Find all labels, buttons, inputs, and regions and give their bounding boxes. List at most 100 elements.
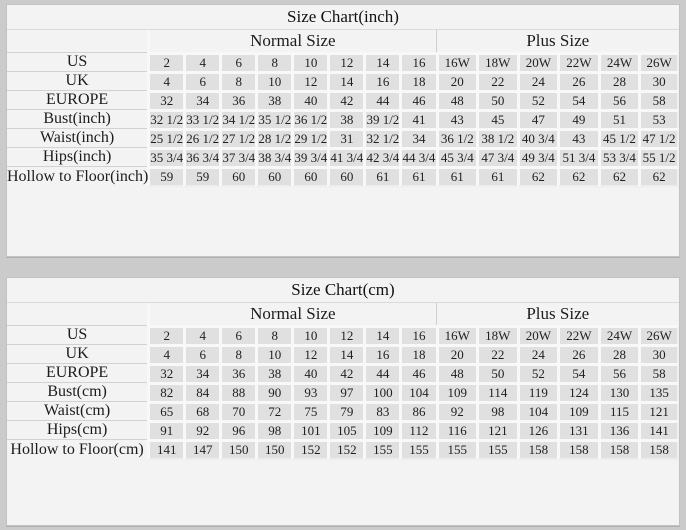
table-cell: 20W [516,325,558,344]
table-cell: 100 [363,382,400,401]
row-label: Waist(inch) [7,128,148,147]
table-cell: 40 [291,363,328,382]
table-cell: 119 [516,382,558,401]
table-cell: 97 [327,382,364,401]
table-cell: 24W [597,52,639,71]
size-chart-cm-panel: Size Chart(cm) Normal Size Plus Size US 2 4 6… [6,277,680,526]
table-cell: 28 [597,71,639,90]
table-cell: 90 [255,382,292,401]
table-cell: 48 [435,363,477,382]
table-cell: 61 [476,166,517,187]
table-cell: 49 [557,109,598,128]
table-cell: 29 1/2 [291,128,328,147]
table-cell: 92 [435,401,477,420]
table-cell: 16 [399,52,436,71]
table-cell: 46 [399,363,436,382]
table-cell: 40 3/4 [516,128,558,147]
row-label: US [7,325,148,344]
row-label: Bust(inch) [7,109,148,128]
table-cell: 34 [183,90,220,109]
table-row: US 2 4 6 8 10 12 14 16 16W 18W 20W 22W 24W 26W [7,52,679,71]
table-cell: 34 [399,128,436,147]
table-cell: 27 1/2 [219,128,256,147]
table-cell: 44 3/4 [399,147,436,166]
table-row: Waist(cm) 65 68 70 72 75 79 83 86 92 98 104 109 115 12… [7,401,679,420]
table-cell: 116 [435,420,477,439]
table-cell: 32 [147,90,184,109]
table-cell: 10 [255,71,292,90]
table-cell: 35 1/2 [255,109,292,128]
table-cell: 30 [638,344,679,363]
table-cell: 55 1/2 [638,147,679,166]
table-cell: 34 1/2 [219,109,256,128]
table-cell: 20W [516,52,558,71]
table-cell: 135 [638,382,679,401]
table-cell: 14 [327,71,364,90]
table-cell: 28 1/2 [255,128,292,147]
table-cell: 62 [638,166,679,187]
table-cell: 47 3/4 [476,147,517,166]
table-cell: 158 [638,439,679,460]
table-cell: 6 [183,344,220,363]
table-cell: 18 [399,71,436,90]
size-chart-cm-title: Size Chart(cm) [7,278,679,303]
table-cell: 92 [183,420,220,439]
table-cell: 25 1/2 [147,128,184,147]
table-cell: 4 [183,325,220,344]
table-cell: 109 [557,401,598,420]
table-cell: 22 [476,344,517,363]
table-row: UK 4 6 8 10 12 14 16 18 20 22 24 26 28 30 [7,344,679,363]
table-row: Hollow to Floor(cm) 141 147 150 150 152 152 155… [7,439,679,460]
table-cell: 61 [363,166,400,187]
table-cell: 22W [557,52,598,71]
table-cell: 10 [291,325,328,344]
table-cell: 10 [255,344,292,363]
table-cell: 32 1/2 [147,109,184,128]
table-cell: 30 [638,71,679,90]
table-cell: 109 [363,420,400,439]
group-header: Normal Size [147,30,436,52]
corner-cell [7,303,148,325]
table-cell: 38 [255,90,292,109]
table-cell: 4 [147,344,184,363]
table-cell: 98 [255,420,292,439]
table-cell: 47 [516,109,558,128]
table-row: EUROPE 32 34 36 38 40 42 44 46 48 50 52 54 56 58 [7,90,679,109]
row-label: Hollow to Floor(cm) [7,439,148,460]
table-cell: 26 1/2 [183,128,220,147]
table-cell: 36 [219,90,256,109]
table-cell: 52 [516,363,558,382]
table-cell: 36 1/2 [435,128,477,147]
table-cell: 50 [476,363,517,382]
table-cell: 8 [219,344,256,363]
table-cell: 37 3/4 [219,147,256,166]
table-cell: 36 3/4 [183,147,220,166]
table-cell: 150 [219,439,256,460]
row-label: EUROPE [7,90,148,109]
table-cell: 24W [597,325,639,344]
table-cell: 45 [476,109,517,128]
table-cell: 36 1/2 [291,109,328,128]
table-cell: 42 [327,363,364,382]
table-cell: 155 [399,439,436,460]
group-header-row: Normal Size Plus Size [7,303,679,325]
table-cell: 8 [255,325,292,344]
table-cell: 101 [291,420,328,439]
table-cell: 51 3/4 [557,147,598,166]
table-cell: 158 [557,439,598,460]
table-cell: 61 [399,166,436,187]
table-cell: 56 [597,90,639,109]
table-cell: 44 [363,363,400,382]
table-cell: 53 [638,109,679,128]
row-label: EUROPE [7,363,148,382]
table-cell: 59 [183,166,220,187]
corner-cell [7,30,148,52]
table-cell: 22W [557,325,598,344]
table-row: Hips(cm) 91 92 96 98 101 105 109 112 116 121 126 131… [7,420,679,439]
table-cell: 105 [327,420,364,439]
table-cell: 10 [291,52,328,71]
group-header: Plus Size [435,303,679,325]
table-cell: 60 [327,166,364,187]
size-chart-inch-table-container: Normal Size Plus Size US 2 4 6 8 10 12 14 16 16W 18W… [7,30,679,187]
table-cell: 31 [327,128,364,147]
